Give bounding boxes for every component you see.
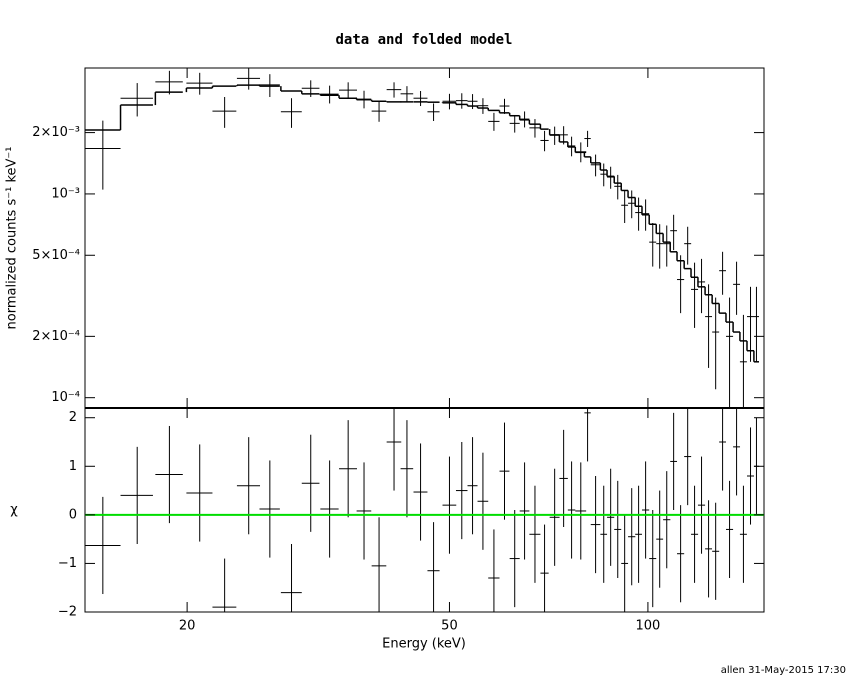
x-tick-label: 50 [441,619,458,634]
axes: 20 50 100 10⁻⁴ 2×10⁻⁴ 5×10⁻⁴ 10⁻³ 2×10⁻³ −2 −1 0 1 2 [32,68,764,634]
chi-tick-label: 0 [69,507,77,522]
chi-tick-label: 1 [69,459,77,474]
chi-tick-label: 2 [69,410,77,425]
y-axis-label: normalized counts s⁻¹ keV⁻¹ [5,147,20,330]
chart-title: data and folded model [335,32,512,48]
x-tick-label: 20 [179,619,196,634]
bottom-frame [84,407,765,613]
y-tick-label: 10⁻³ [51,186,80,201]
y-tick-label: 5×10⁻⁴ [32,248,80,263]
chi-tick-label: −2 [58,605,77,620]
x-tick-label: 100 [635,619,660,634]
footer: allen 31-May-2015 17:30 [721,665,846,676]
x-axis-label: Energy (keV) [382,637,466,652]
y-tick-label: 2×10⁻³ [32,125,80,140]
residual-panel [85,408,764,612]
y-tick-label: 10⁻⁴ [51,390,80,405]
chi-axis-label: χ [10,503,18,518]
y-tick-label: 2×10⁻⁴ [32,329,80,344]
spectrum-panel [85,68,759,408]
chi-tick-label: −1 [58,556,77,571]
top-frame [84,67,765,409]
